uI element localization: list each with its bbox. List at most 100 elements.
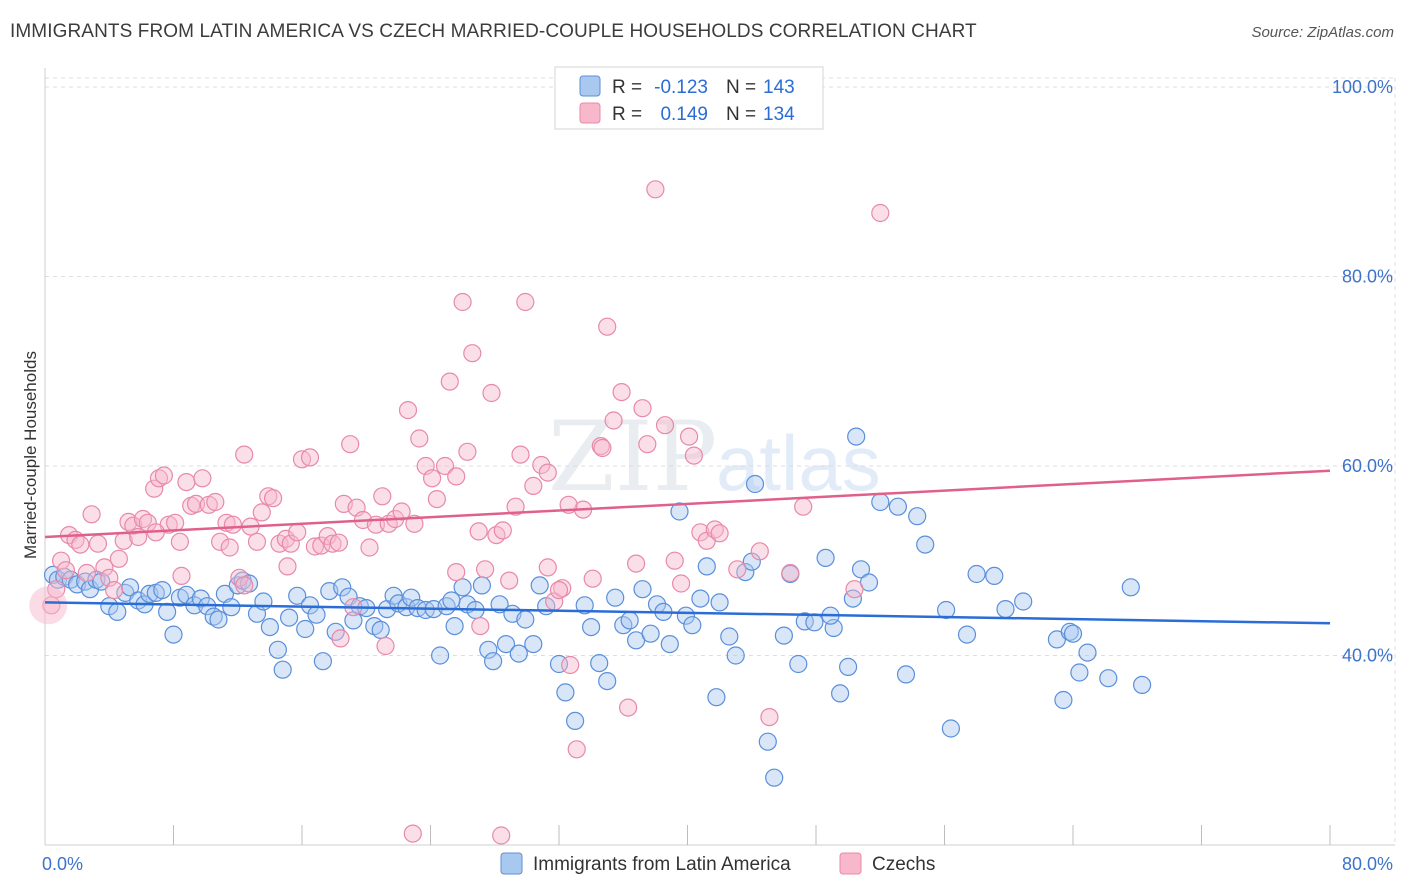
- latin-america-point-23: [191, 589, 210, 608]
- latin-america-point-114: [830, 684, 850, 703]
- series-latin-america-points: [43, 427, 1152, 787]
- czechs-point-3: [56, 561, 76, 580]
- czechs-point-36: [235, 445, 254, 464]
- czechs-point-84: [524, 476, 543, 495]
- legend-n-label-2: N =: [726, 104, 756, 125]
- latin-america-point-25: [204, 607, 223, 626]
- latin-america-point-95: [683, 616, 702, 635]
- legend-swatch-pink: [579, 102, 601, 124]
- latin-america-point-37: [280, 608, 299, 627]
- latin-america-point-105: [758, 732, 777, 751]
- latin-america-point-26: [209, 610, 228, 629]
- watermark-atlas: atlas: [716, 419, 881, 507]
- czechs-point-127: [235, 576, 254, 595]
- latin-america-point-62: [445, 616, 464, 636]
- czechs-point-116: [871, 203, 890, 223]
- latin-america-point-45: [333, 578, 352, 597]
- latin-america-point-60: [431, 646, 450, 665]
- latin-america-point-96: [691, 589, 710, 608]
- bottom-legend-swatch-blue: [500, 852, 523, 875]
- latin-america-point-106: [765, 768, 784, 787]
- latin-america-point-99: [710, 593, 729, 612]
- latin-america-point-132: [1054, 690, 1073, 710]
- latin-america-point-100: [720, 627, 739, 646]
- latin-america-point-79: [565, 711, 585, 731]
- czechs-point-28: [186, 494, 206, 513]
- czechs-point-99: [633, 399, 652, 418]
- czechs-point-2: [51, 551, 71, 570]
- latin-america-point-116: [843, 589, 863, 608]
- trend-line-latin-america: [44, 601, 1331, 625]
- czechs-point-126: [278, 557, 297, 576]
- series-czechs-points: [29, 180, 890, 845]
- czechs-point-12: [104, 580, 124, 600]
- latin-america-point-80: [575, 596, 594, 615]
- latin-america-point-139: [1063, 624, 1083, 643]
- latin-america-point-128: [985, 566, 1004, 586]
- czechs-point-71: [447, 467, 466, 486]
- latin-america-point-127: [967, 564, 986, 584]
- latin-america-point-98: [707, 688, 726, 707]
- czechs-point-cluster: [29, 586, 68, 625]
- czechs-point-104: [671, 574, 691, 593]
- czechs-point-41: [264, 489, 283, 508]
- latin-america-point-63: [453, 578, 472, 597]
- y-tick-labels: 40.0% 60.0% 80.0% 100.0%: [1332, 77, 1393, 666]
- latin-america-point-86: [620, 611, 639, 630]
- source-credit: Source: ZipAtlas.com: [1251, 24, 1394, 41]
- czechs-point-13: [109, 549, 129, 568]
- czechs-point-118: [492, 826, 511, 845]
- czechs-point-54: [341, 435, 360, 454]
- latin-america-point-124: [936, 600, 956, 620]
- latin-america-point-42: [313, 652, 332, 671]
- czechs-point-51: [323, 534, 342, 553]
- czechs-point-72: [453, 292, 472, 312]
- czechs-point-69: [435, 456, 455, 476]
- czechs-point-86: [538, 463, 557, 482]
- czechs-point-77: [482, 383, 501, 403]
- czechs-point-125: [538, 558, 557, 577]
- latin-america-point-70: [496, 634, 516, 654]
- czechs-point-85: [532, 455, 551, 475]
- czechs-point-8: [82, 505, 101, 524]
- czechs-point-81: [506, 497, 525, 516]
- latin-america-point-119: [871, 492, 890, 512]
- latin-america-point-142: [442, 591, 461, 610]
- czechs-point-52: [329, 533, 348, 552]
- czechs-point-119: [549, 580, 569, 600]
- czechs-point-74: [463, 344, 482, 363]
- latin-america-point-107: [774, 626, 794, 645]
- czechs-point-105: [679, 427, 699, 446]
- czechs-point-79: [493, 521, 512, 540]
- czechs-point-96: [612, 383, 631, 402]
- czechs-point-102: [655, 416, 675, 435]
- latin-america-point-28: [222, 598, 241, 617]
- latin-america-point-74: [524, 634, 543, 654]
- czechs-point-47: [300, 448, 320, 467]
- legend-n-value-2: 134: [763, 104, 795, 125]
- latin-america-point-94: [676, 606, 696, 625]
- czechs-point-100: [638, 435, 657, 454]
- czechs-point-64: [405, 514, 424, 533]
- y-tick-label-100: 100.0%: [1332, 77, 1393, 97]
- latin-america-point-138: [1132, 675, 1152, 695]
- czechs-point-94: [598, 317, 617, 336]
- y-axis-label: Married-couple Households: [21, 351, 40, 559]
- latin-america-point-36: [273, 660, 292, 679]
- x-tick-label-min: 0.0%: [42, 854, 83, 874]
- trend-lines: [44, 469, 1331, 625]
- czechs-point-130: [172, 566, 191, 586]
- czechs-point-132: [376, 636, 395, 656]
- czechs-point-110: [710, 524, 729, 543]
- czechs-point-63: [398, 401, 418, 420]
- legend-n-label-1: N =: [726, 77, 756, 98]
- latin-america-point-35: [268, 640, 287, 659]
- czechs-point-70: [440, 372, 459, 391]
- czechs-point-90: [567, 740, 586, 759]
- czechs-point-131: [220, 538, 239, 557]
- latin-america-point-78: [556, 683, 575, 702]
- latin-america-point-73: [516, 610, 535, 629]
- czechs-point-32: [211, 532, 230, 551]
- czechs-point-122: [471, 616, 490, 636]
- czechs-point-67: [423, 469, 442, 488]
